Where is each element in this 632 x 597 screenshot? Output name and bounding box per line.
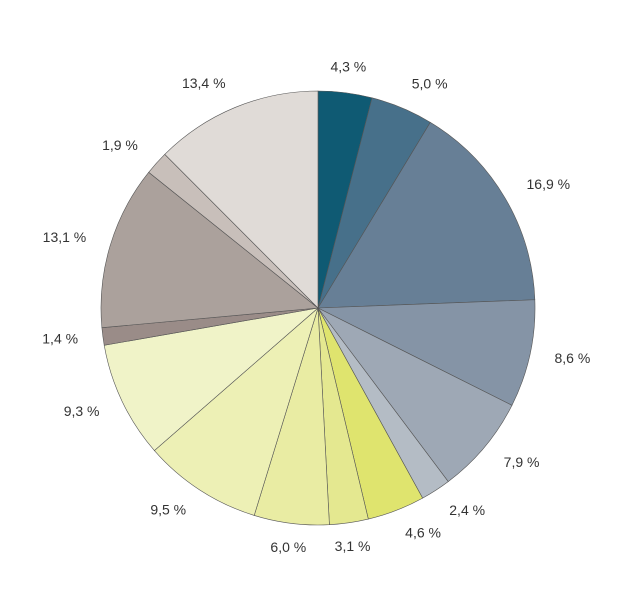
data-label: 7,9 % xyxy=(504,454,540,470)
data-label: 6,0 % xyxy=(270,539,306,555)
pie-slice xyxy=(317,299,536,406)
data-label: 9,5 % xyxy=(150,502,186,518)
pie-slice xyxy=(100,171,319,328)
data-label: 9,3 % xyxy=(64,403,100,419)
data-label: 3,1 % xyxy=(335,538,371,554)
pie-slice xyxy=(164,90,319,309)
data-label: 4,3 % xyxy=(330,59,366,75)
data-label: 4,6 % xyxy=(405,524,441,540)
data-label: 13,4 % xyxy=(182,75,226,91)
pie-slice xyxy=(103,307,320,451)
data-label: 8,6 % xyxy=(555,350,591,366)
pie-slice xyxy=(153,307,319,516)
data-label: 13,1 % xyxy=(43,229,87,245)
pie-slice xyxy=(317,307,513,483)
data-label: 16,9 % xyxy=(527,176,571,192)
data-label: 1,9 % xyxy=(102,137,138,153)
pie-slice xyxy=(317,121,536,309)
data-label: 1,4 % xyxy=(42,330,78,346)
data-label: 5,0 % xyxy=(412,76,448,92)
data-label: 2,4 % xyxy=(449,502,485,518)
